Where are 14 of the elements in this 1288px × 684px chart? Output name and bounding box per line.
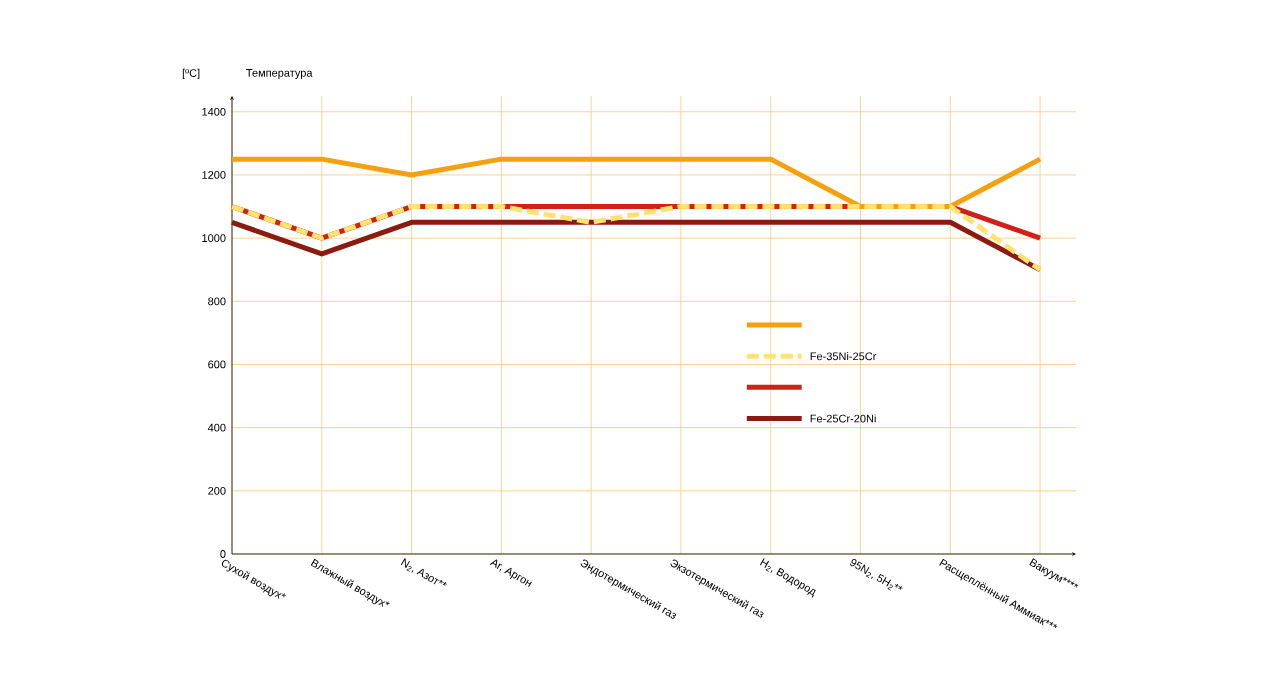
y-axis-title: Температура	[246, 69, 313, 79]
legend-label: Fe-35Ni-25Cr	[810, 352, 877, 361]
y-tick-label: 1400	[202, 107, 226, 116]
x-tick-label: N$_{2}$, Азот**	[400, 558, 447, 586]
y-tick-label: 400	[207, 423, 226, 432]
legend-label: Fe-25Cr-20Ni	[810, 414, 876, 423]
x-tick-label: 95N$_{2}$, 5H$_{2}$**	[850, 558, 903, 591]
y-tick-label: 1000	[202, 234, 226, 243]
y-tick-label: 0	[220, 550, 226, 558]
y-tick-label: 200	[208, 486, 226, 495]
y-tick-label: 800	[208, 297, 226, 306]
y-tick-label: 600	[208, 360, 226, 369]
text: [ºC]	[182, 68, 200, 80]
y-tick-label: 1200	[202, 171, 226, 179]
